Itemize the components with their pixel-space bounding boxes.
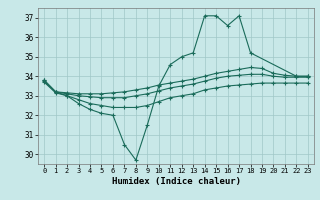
X-axis label: Humidex (Indice chaleur): Humidex (Indice chaleur) xyxy=(111,177,241,186)
